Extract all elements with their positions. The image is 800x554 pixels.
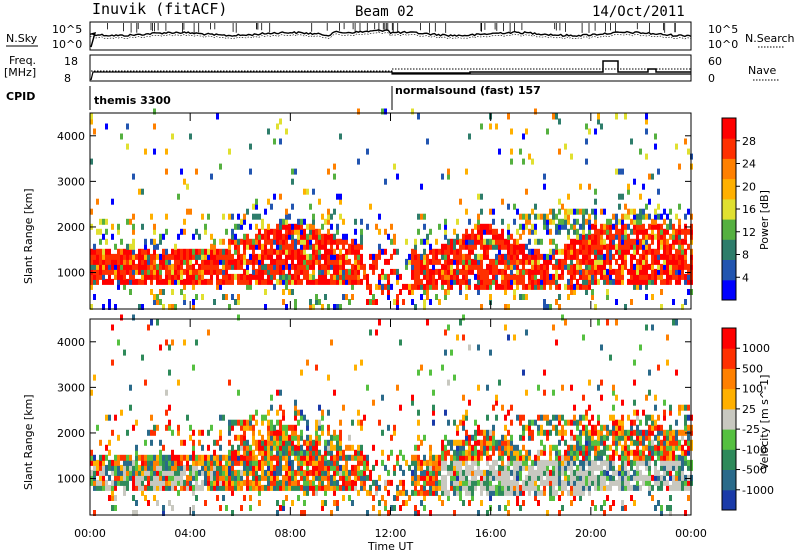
colorbar-tick-label: -500 (742, 464, 767, 477)
noise-panel: N.Sky 10^5 10^0 10^5 10^0 N.Search (6, 21, 795, 51)
velocity-colorbar: 1000 500 100 25 -25 -100 -500 -1000 (721, 327, 774, 511)
y-tick-label: 3000 (57, 381, 85, 394)
power-colorbar-label: Power [dB] (758, 190, 771, 250)
colorbar-tick-label: 12 (742, 226, 756, 239)
velocity-colorbar-label: Velocity [m s^-1] (758, 375, 771, 470)
nave-tick-bottom: 0 (708, 72, 715, 85)
colorbar-tick-label: 8 (742, 249, 749, 262)
colorbar-tick-label: 20 (742, 180, 756, 193)
x-tick-label: 00:00 (675, 527, 707, 540)
nsearch-tick-top: 10^5 (708, 23, 738, 36)
nave-tick-top: 60 (708, 55, 722, 68)
nsearch-label: N.Search (745, 32, 795, 45)
beam-title: Beam 02 (355, 4, 414, 20)
colorbar-tick-label: 28 (742, 135, 756, 148)
time-x-axis: 00:00 04:00 08:00 12:00 16:00 20:00 00:00 (74, 113, 707, 540)
y-tick-label: 1000 (57, 267, 85, 280)
x-tick-label: 16:00 (475, 527, 507, 540)
freq-panel: Freq. [MHz] 18 8 60 0 Nave (4, 54, 780, 85)
x-tick-label: 04:00 (174, 527, 206, 540)
y-tick-label: 2000 (57, 427, 85, 440)
x-tick-label: 12:00 (375, 527, 407, 540)
colorbar-tick-label: -1000 (742, 484, 774, 497)
power-colorbar: 28 24 20 16 12 8 4 (721, 117, 756, 301)
colorbar-tick-label: 16 (742, 203, 756, 216)
nave-line (392, 60, 691, 74)
freq-label: Freq. (9, 54, 36, 67)
nave-label: Nave (748, 64, 776, 77)
cpid-row: CPID themis 3300 normalsound (fast) 157 (6, 84, 541, 110)
colorbar-tick-label: -25 (742, 423, 760, 436)
y-tick-label: 3000 (57, 175, 85, 188)
velocity-y-axis: 1000 2000 3000 4000 (57, 336, 691, 486)
nsearch-tick-bottom: 10^0 (708, 38, 738, 51)
colorbar-tick-label: 500 (742, 362, 763, 375)
nave-dotted-line (91, 68, 691, 72)
nsky-tick-bottom: 10^0 (52, 38, 82, 51)
x-tick-label: 00:00 (74, 527, 106, 540)
velocity-ylabel: Slant Range [km] (22, 394, 35, 490)
colorbar-tick-label: 25 (742, 403, 756, 416)
cpid-segment-2: normalsound (fast) 157 (395, 84, 541, 97)
colorbar-tick-label: 100 (742, 383, 763, 396)
noise-sky-line (89, 29, 692, 48)
cpid-segment-1: themis 3300 (94, 94, 171, 107)
colorbar-tick-label: 24 (742, 158, 756, 171)
colorbar-tick-label: 4 (742, 271, 749, 284)
nsky-tick-top: 10^5 (52, 23, 82, 36)
y-tick-label: 4000 (57, 336, 85, 349)
cpid-label: CPID (6, 90, 35, 103)
velocity-panel: 1000 2000 3000 4000 Slant Range [km] 1000 50… (22, 314, 774, 516)
x-tick-label: 08:00 (274, 527, 306, 540)
freq-line (90, 71, 691, 81)
y-tick-label: 2000 (57, 221, 85, 234)
noise-spikes (107, 23, 676, 33)
date-title: 14/Oct/2011 (592, 4, 685, 20)
y-tick-label: 1000 (57, 473, 85, 486)
colorbar-tick-label: -100 (742, 443, 767, 456)
nsky-label: N.Sky (6, 32, 38, 45)
y-tick-label: 4000 (57, 130, 85, 143)
power-panel: 1000 2000 3000 4000 Slant Range [km] 28 24 20… (22, 108, 771, 310)
power-ylabel: Slant Range [km] (22, 188, 35, 284)
x-axis-label: Time UT (367, 540, 413, 553)
mhz-label: [MHz] (4, 66, 36, 79)
colorbar-tick-label: 1000 (742, 342, 770, 355)
freq-tick-bottom: 8 (64, 72, 71, 85)
freq-tick-top: 18 (64, 55, 78, 68)
station-title: Inuvik (fitACF) (92, 0, 227, 18)
power-heatmap-cells (90, 108, 693, 310)
x-tick-label: 20:00 (575, 527, 607, 540)
power-y-axis: 1000 2000 3000 4000 (57, 130, 691, 280)
velocity-heatmap-cells (90, 314, 693, 516)
